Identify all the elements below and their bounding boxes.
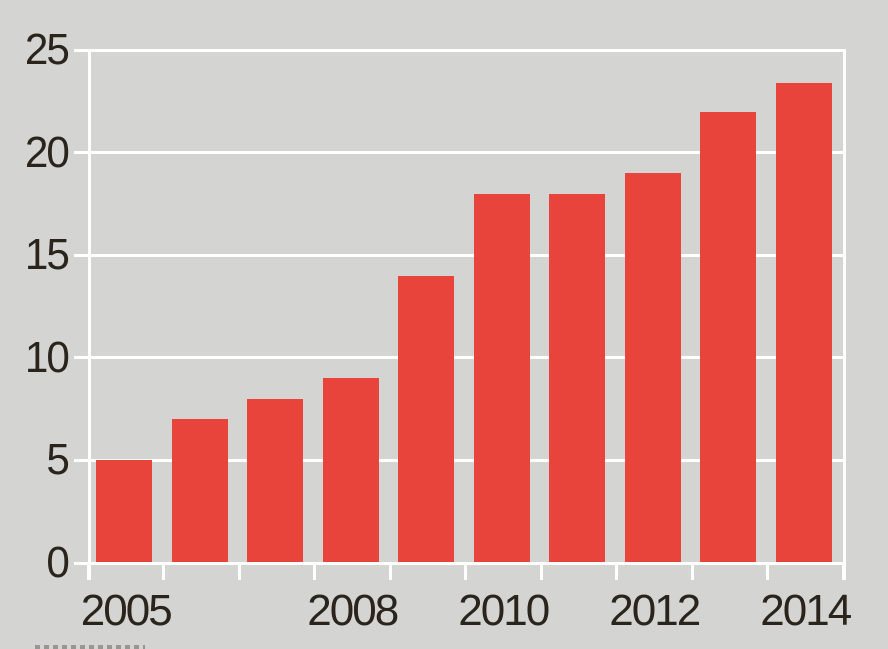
y-axis-tick-label: 15 (24, 230, 70, 280)
bar-2005 (96, 460, 152, 563)
x-axis-tick (162, 563, 165, 580)
gridline-y-25 (74, 48, 846, 52)
y-axis-tick-label: 10 (24, 332, 70, 382)
gridline-y-10 (74, 356, 846, 360)
y-axis-tick-label: 5 (46, 435, 70, 485)
cutoff-caption-text (35, 645, 145, 649)
x-axis-tick (615, 563, 618, 580)
y-axis-line (88, 50, 91, 580)
bar-2009 (398, 275, 454, 563)
y-axis-tick-label: 0 (46, 538, 70, 587)
x-axis-tick-label: 2014 (760, 586, 852, 635)
x-axis-tick (388, 563, 392, 580)
plot-right-border (843, 50, 846, 580)
bar-2011 (549, 193, 605, 563)
y-axis-tick-label: 25 (24, 25, 70, 74)
x-axis-tick-label: 2008 (307, 586, 399, 635)
x-axis-baseline (74, 561, 846, 565)
bar-2014 (775, 82, 832, 563)
bar-2008 (322, 378, 379, 563)
bar-2010 (473, 193, 530, 563)
x-axis-tick (539, 563, 543, 580)
gridline-y-20 (74, 151, 846, 155)
x-axis-tick (464, 563, 467, 580)
y-axis-tick-label: 20 (24, 127, 70, 177)
x-axis-tick (237, 563, 241, 580)
x-axis-tick (690, 563, 694, 580)
x-axis-tick-label: 2012 (609, 586, 701, 635)
bar-2012 (624, 173, 681, 563)
x-axis-tick (313, 563, 316, 580)
x-axis-tick-label: 2010 (458, 586, 550, 635)
gridline-y-5 (74, 458, 846, 462)
bar-2007 (247, 398, 303, 563)
bar-2006 (171, 419, 228, 563)
x-axis-tick-label: 2005 (80, 586, 173, 635)
gridline-y-15 (74, 253, 846, 257)
x-axis-tick (766, 563, 769, 580)
bar-2013 (700, 111, 756, 563)
